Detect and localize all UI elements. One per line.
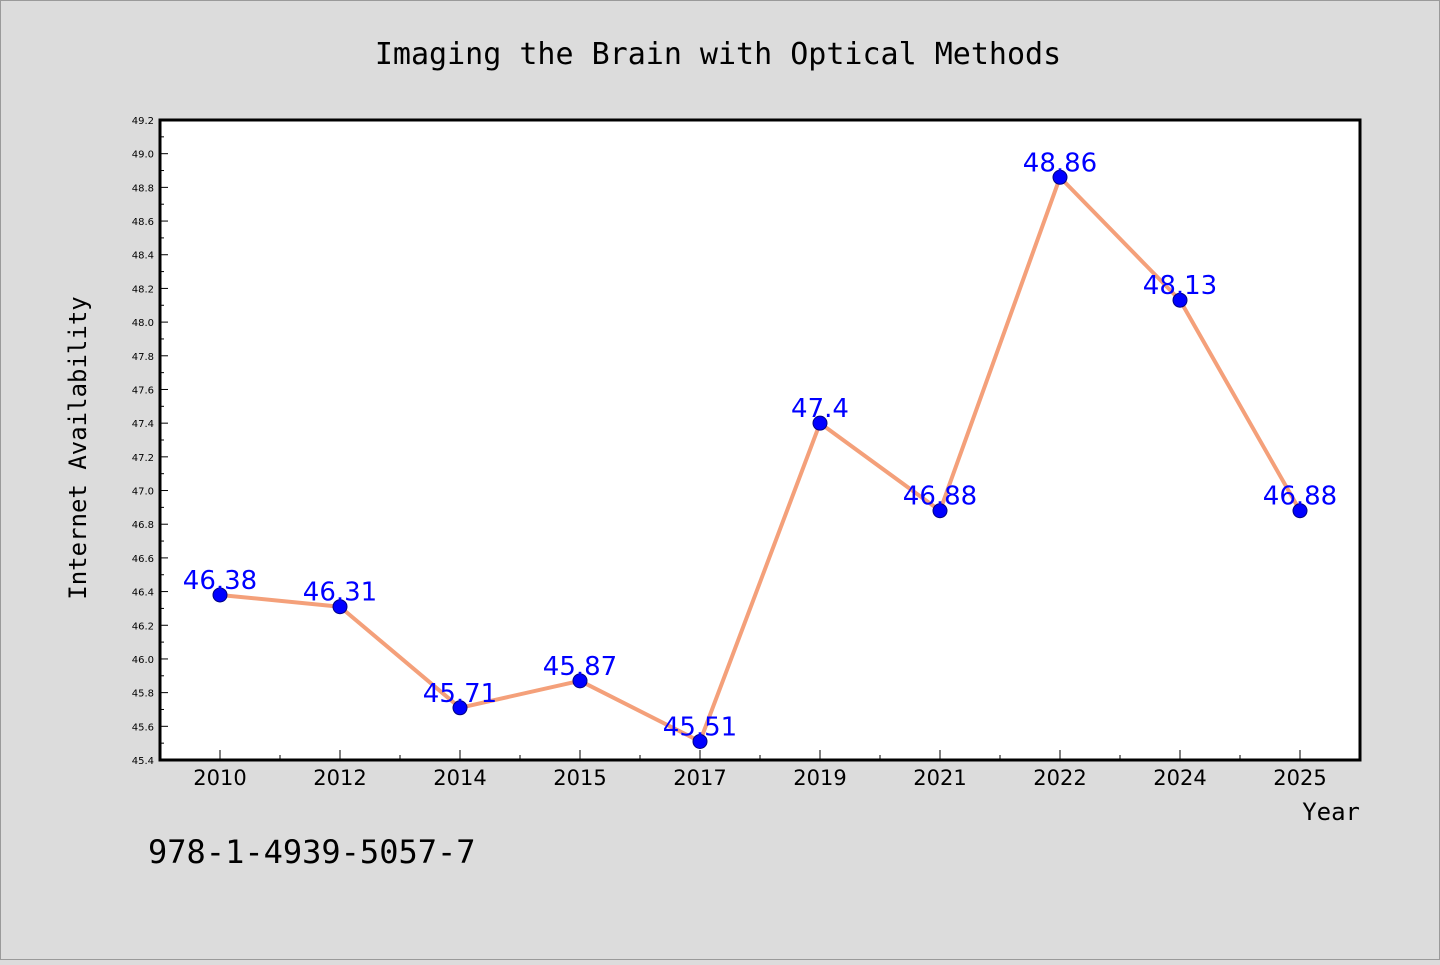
y-tick-label: 47.2 <box>132 453 154 464</box>
y-tick-label: 47.6 <box>132 385 154 396</box>
data-label: 48.86 <box>1023 148 1097 178</box>
plot-area <box>158 118 1362 762</box>
data-label: 46.38 <box>183 566 257 596</box>
x-axis-label: Year <box>1302 798 1360 826</box>
x-tick-label: 2014 <box>433 766 486 790</box>
data-point <box>212 587 228 603</box>
y-tick-label: 49.2 <box>132 116 154 127</box>
x-tick-label: 2010 <box>193 766 246 790</box>
x-axis: 2010 2012 2014 2015 2017 2019 2021 2022 2024 2025 <box>159 750 1361 790</box>
y-tick-label: 46.2 <box>132 621 154 632</box>
data-point <box>452 700 468 716</box>
y-tick-label: 47.8 <box>132 352 154 363</box>
y-tick-label: 45.6 <box>132 722 154 733</box>
y-tick-label: 48.0 <box>132 318 154 329</box>
y-axis-label: Internet Availability <box>64 296 92 599</box>
data-point <box>692 733 708 749</box>
x-tick-label: 2012 <box>313 766 366 790</box>
data-point <box>932 503 948 519</box>
y-tick-label: 46.8 <box>132 520 154 531</box>
series-line <box>218 175 1302 744</box>
data-label: 48.13 <box>1143 271 1217 301</box>
y-tick-label: 49.0 <box>132 150 154 161</box>
y-tick-label: 46.4 <box>132 588 154 599</box>
series-layer: 46.38 46.31 45.71 45.87 45.51 47.4 46.88 48.86 4… <box>183 148 1337 749</box>
y-tick-label: 46.0 <box>132 655 154 666</box>
data-label: 45.87 <box>543 652 617 682</box>
data-label: 46.31 <box>303 578 377 608</box>
data-point <box>812 415 828 431</box>
data-point <box>1292 503 1308 519</box>
x-tick-label: 2019 <box>793 766 846 790</box>
data-label: 45.51 <box>663 712 737 742</box>
chart-title: Imaging the Brain with Optical Methods <box>375 37 1061 72</box>
y-tick-label: 48.4 <box>132 251 154 262</box>
y-tick-label: 45.8 <box>132 689 154 700</box>
x-tick-label: 2022 <box>1033 766 1086 790</box>
y-tick-label: 46.6 <box>132 554 154 565</box>
x-tick-label: 2021 <box>913 766 966 790</box>
data-label: 47.4 <box>791 394 849 424</box>
data-point <box>572 673 588 689</box>
y-tick-label: 45.4 <box>132 756 154 767</box>
data-point <box>332 599 348 615</box>
x-tick-label: 2024 <box>1153 766 1206 790</box>
y-tick-label: 47.0 <box>132 487 154 498</box>
x-tick-label: 2015 <box>553 766 606 790</box>
y-tick-label: 47.4 <box>132 419 154 430</box>
data-point <box>1052 169 1068 185</box>
x-tick-label: 2017 <box>673 766 726 790</box>
y-axis: 45.4 45.6 45.8 46.0 46.2 46.4 46.6 46.8 47.0 47.2… <box>132 116 168 767</box>
x-tick-label: 2025 <box>1273 766 1326 790</box>
data-label: 45.71 <box>423 679 497 709</box>
data-label: 46.88 <box>1263 482 1337 512</box>
data-point <box>1172 292 1188 308</box>
data-label: 46.88 <box>903 482 977 512</box>
y-tick-label: 48.6 <box>132 217 154 228</box>
footer-isbn: 978-1-4939-5057-7 <box>148 833 476 871</box>
y-tick-label: 48.8 <box>132 183 154 194</box>
y-tick-label: 48.2 <box>132 284 154 295</box>
